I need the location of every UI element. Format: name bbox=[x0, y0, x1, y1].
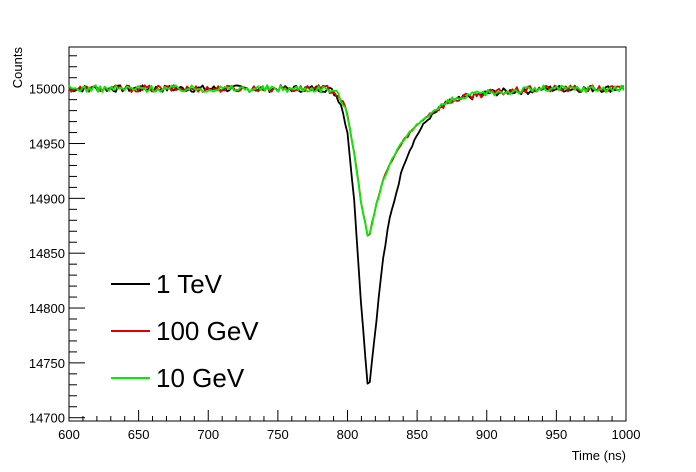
x-tick-label: 750 bbox=[267, 427, 289, 442]
series-line-1 bbox=[68, 84, 624, 237]
y-tick-labels: 14700 14750 14800 14850 14900 14950 15000 bbox=[29, 82, 65, 426]
x-axis-title: Time (ns) bbox=[572, 448, 626, 463]
y-tick-label: 14800 bbox=[29, 301, 65, 316]
x-tick-label: 900 bbox=[476, 427, 498, 442]
y-tick-label: 15000 bbox=[29, 82, 65, 97]
legend-label-10gev: 10 GeV bbox=[156, 363, 245, 393]
legend-label-100gev: 100 GeV bbox=[156, 316, 259, 346]
y-tick-label: 14900 bbox=[29, 191, 65, 206]
x-tick-label: 850 bbox=[406, 427, 428, 442]
x-tick-labels: 600 650 700 750 800 850 900 950 1000 bbox=[58, 427, 640, 442]
x-tick-label: 950 bbox=[546, 427, 568, 442]
series-line-0 bbox=[68, 84, 625, 385]
plot-frame bbox=[68, 46, 627, 422]
y-tick-label: 14700 bbox=[29, 411, 65, 426]
y-axis-title: Counts bbox=[10, 47, 25, 89]
y-tick-label: 14750 bbox=[29, 356, 65, 371]
x-tick-label: 700 bbox=[197, 427, 219, 442]
series-line-2 bbox=[68, 84, 625, 237]
legend: 1 TeV 100 GeV 10 GeV bbox=[111, 269, 259, 393]
x-tick-label: 1000 bbox=[612, 427, 641, 442]
series-lines bbox=[68, 84, 625, 385]
legend-label-1tev: 1 TeV bbox=[156, 269, 223, 299]
y-tick-label: 14850 bbox=[29, 246, 65, 261]
y-tick-label: 14950 bbox=[29, 137, 65, 152]
x-tick-label: 800 bbox=[337, 427, 359, 442]
axis-ticks bbox=[68, 55, 627, 421]
x-tick-label: 650 bbox=[128, 427, 150, 442]
x-tick-label: 600 bbox=[58, 427, 80, 442]
